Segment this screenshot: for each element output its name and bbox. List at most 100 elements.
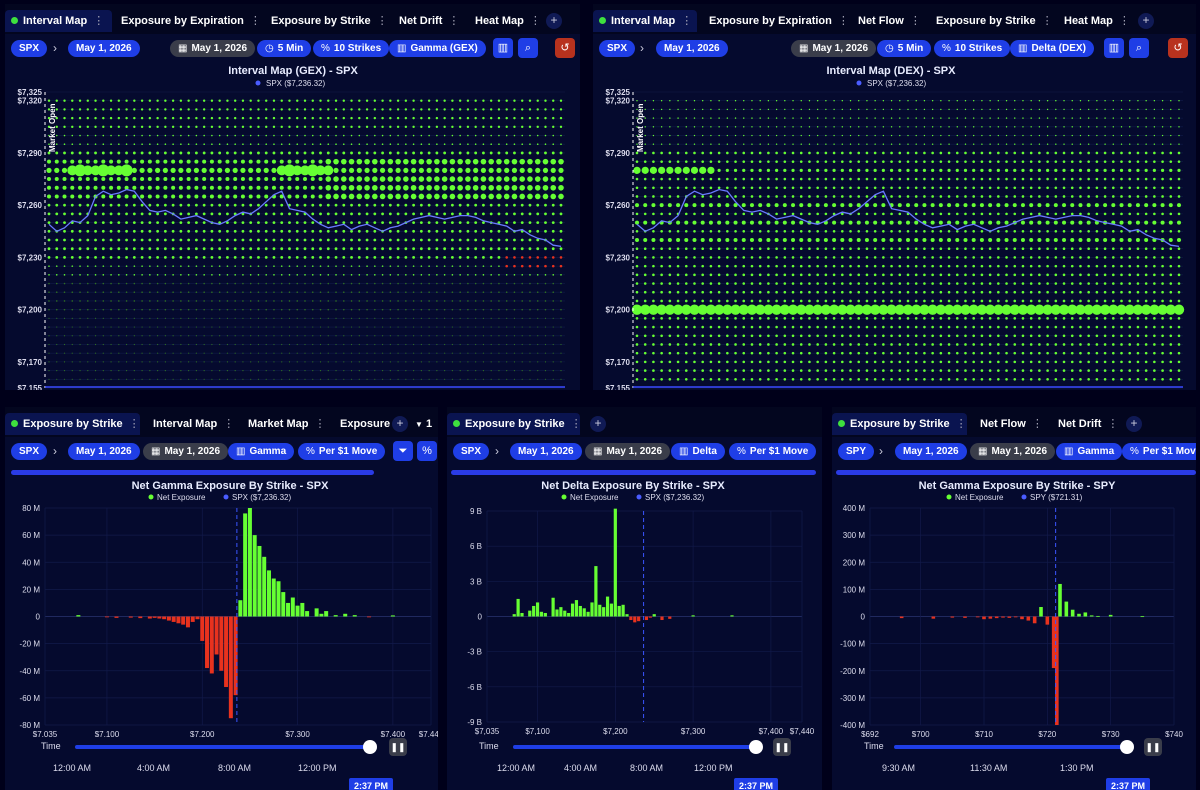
kebab-menu-icon[interactable]: ⋮ xyxy=(376,15,388,27)
move-selector[interactable]: % Per $1 Move xyxy=(298,443,386,460)
tab-interval-map[interactable]: Interval Map ⋮ xyxy=(5,10,112,32)
tab-heat-map[interactable]: Heat Map ⋮ xyxy=(1064,15,1130,27)
tab-exposure-by-strike[interactable]: Exposure by Strike ⋮ xyxy=(936,15,1053,27)
tab-market-map[interactable]: Market Map ⋮ xyxy=(248,418,326,430)
exposure-bubble xyxy=(180,143,182,146)
metric-selector[interactable]: ▥ Gamma xyxy=(228,443,295,460)
kebab-menu-icon[interactable]: ⋮ xyxy=(448,15,460,27)
tab-exposure-by-strike[interactable]: Exposure by Strike ⋮ xyxy=(271,15,388,27)
filter-button[interactable]: ⏷ xyxy=(393,441,413,461)
symbol-selector[interactable]: SPX xyxy=(599,40,636,57)
pause-button[interactable]: ❚❚ xyxy=(1144,738,1162,756)
metric-selector[interactable]: ▥ Delta (DEX) xyxy=(1010,40,1094,57)
symbol-selector[interactable]: SPX xyxy=(11,40,48,57)
chart-type-button[interactable]: ▥ xyxy=(493,38,513,58)
kebab-menu-icon[interactable]: ⋮ xyxy=(314,418,326,430)
exposure-bubble xyxy=(799,317,803,320)
exposure-bubble xyxy=(660,126,663,128)
history-button[interactable]: ↺ xyxy=(1168,38,1188,58)
time-slider-thumb[interactable] xyxy=(749,740,763,754)
time-slider-thumb[interactable] xyxy=(363,740,377,754)
expiry-selector[interactable]: May 1, 2026 xyxy=(656,40,728,57)
tab-exposure-by-expiration[interactable]: Exposure by Expiration ⋮ xyxy=(709,15,849,27)
exposure-bubble xyxy=(848,168,853,172)
symbol-selector[interactable]: SPX xyxy=(11,443,48,460)
tab-net-drift[interactable]: Net Drift ⋮ xyxy=(399,15,460,27)
date-picker[interactable]: ▦ May 1, 2026 xyxy=(143,443,229,460)
date-picker[interactable]: ▦ May 1, 2026 xyxy=(585,443,671,460)
tab-heat-map[interactable]: Heat Map ⋮ xyxy=(475,15,541,27)
tab-exposure-by-expiration[interactable]: Exposure by Expiration ⋮ xyxy=(121,15,261,27)
kebab-menu-icon[interactable]: ⋮ xyxy=(128,418,140,430)
tab-exposure[interactable]: Exposure xyxy=(340,418,391,430)
date-picker[interactable]: ▦ May 1, 2026 xyxy=(791,40,877,57)
time-slider-track[interactable] xyxy=(75,745,375,749)
move-selector[interactable]: % Per $1 Move xyxy=(729,443,817,460)
tab-net-drift[interactable]: Net Drift ⋮ xyxy=(1058,418,1119,430)
tab-exposure-by-strike[interactable]: Exposure by Strike ⋮ xyxy=(832,413,967,435)
symbol-selector[interactable]: SPY xyxy=(838,443,875,460)
tab-exposure-by-strike[interactable]: Exposure by Strike ⋮ xyxy=(5,413,140,435)
chart-type-button[interactable]: ▥ xyxy=(1104,38,1124,58)
exposure-bubble xyxy=(685,126,687,128)
exposure-bubble xyxy=(1095,273,1099,277)
kebab-menu-icon[interactable]: ⋮ xyxy=(249,15,261,27)
exposure-bubble xyxy=(898,351,902,355)
exposure-bubble xyxy=(389,274,392,276)
time-slider-thumb[interactable] xyxy=(1120,740,1134,754)
tab-net-flow[interactable]: Net Flow ⋮ xyxy=(858,15,921,27)
kebab-menu-icon[interactable]: ⋮ xyxy=(1107,418,1119,430)
search-button[interactable]: ⌕ xyxy=(518,38,538,58)
time-slider-track[interactable] xyxy=(513,745,759,749)
date-picker[interactable]: ▦ May 1, 2026 xyxy=(970,443,1056,460)
expiry-selector[interactable]: May 1, 2026 xyxy=(68,40,140,57)
search-button[interactable]: ⌕ xyxy=(1129,38,1149,58)
kebab-menu-icon[interactable]: ⋮ xyxy=(223,418,235,430)
kebab-menu-icon[interactable]: ⋮ xyxy=(955,418,967,430)
expiry-selector[interactable]: May 1, 2026 xyxy=(895,443,967,460)
tab-net-flow[interactable]: Net Flow ⋮ xyxy=(980,418,1043,430)
kebab-menu-icon[interactable]: ⋮ xyxy=(1041,15,1053,27)
add-tab-button[interactable]: + xyxy=(590,416,606,432)
exposure-bubble xyxy=(226,352,229,354)
interval-selector[interactable]: ◷ 5 Min xyxy=(877,40,932,57)
exposure-bubble xyxy=(1004,220,1009,225)
overflow-tabs-button[interactable]: ▼ 1 xyxy=(415,418,433,430)
kebab-menu-icon[interactable]: ⋮ xyxy=(529,15,541,27)
exposure-bubble xyxy=(881,203,886,208)
kebab-menu-icon[interactable]: ⋮ xyxy=(93,15,105,27)
expiry-selector[interactable]: May 1, 2026 xyxy=(68,443,140,460)
strikes-selector[interactable]: % 10 Strikes xyxy=(934,40,1011,57)
tab-interval-map[interactable]: Interval Map ⋮ xyxy=(593,10,697,32)
kebab-menu-icon[interactable]: ⋮ xyxy=(570,418,582,430)
symbol-selector[interactable]: SPX xyxy=(453,443,490,460)
kebab-menu-icon[interactable]: ⋮ xyxy=(909,15,921,27)
add-tab-button[interactable]: + xyxy=(392,416,408,432)
interval-selector[interactable]: ◷ 5 Min xyxy=(257,40,312,57)
tab-interval-map[interactable]: Interval Map ⋮ xyxy=(153,418,235,430)
exposure-bubble xyxy=(1014,100,1016,102)
kebab-menu-icon[interactable]: ⋮ xyxy=(681,15,693,27)
metric-selector[interactable]: ▥ Gamma (GEX) xyxy=(389,40,486,57)
strikes-selector[interactable]: % 10 Strikes xyxy=(313,40,390,57)
tab-exposure-by-strike[interactable]: Exposure by Strike ⋮ xyxy=(447,413,582,435)
percent-button[interactable]: % xyxy=(417,441,437,461)
kebab-menu-icon[interactable]: ⋮ xyxy=(837,15,849,27)
add-tab-button[interactable]: + xyxy=(1138,13,1154,29)
kebab-menu-icon[interactable]: ⋮ xyxy=(1118,15,1130,27)
date-picker[interactable]: ▦ May 1, 2026 xyxy=(170,40,256,57)
pause-button[interactable]: ❚❚ xyxy=(389,738,407,756)
expiry-selector[interactable]: May 1, 2026 xyxy=(510,443,582,460)
move-selector[interactable]: % Per $1 Move xyxy=(1122,443,1196,460)
history-button[interactable]: ↺ xyxy=(555,38,575,58)
metric-selector[interactable]: ▥ Gamma xyxy=(1056,443,1123,460)
kebab-menu-icon[interactable]: ⋮ xyxy=(1031,418,1043,430)
exposure-bubble xyxy=(242,308,244,311)
add-tab-button[interactable]: + xyxy=(546,13,562,29)
exposure-bubble xyxy=(232,167,238,173)
add-tab-button[interactable]: + xyxy=(1126,416,1142,432)
metric-selector[interactable]: ▥ Delta xyxy=(671,443,725,460)
pause-button[interactable]: ❚❚ xyxy=(773,738,791,756)
time-slider-track[interactable] xyxy=(894,745,1132,749)
exposure-bubble xyxy=(1112,126,1115,128)
